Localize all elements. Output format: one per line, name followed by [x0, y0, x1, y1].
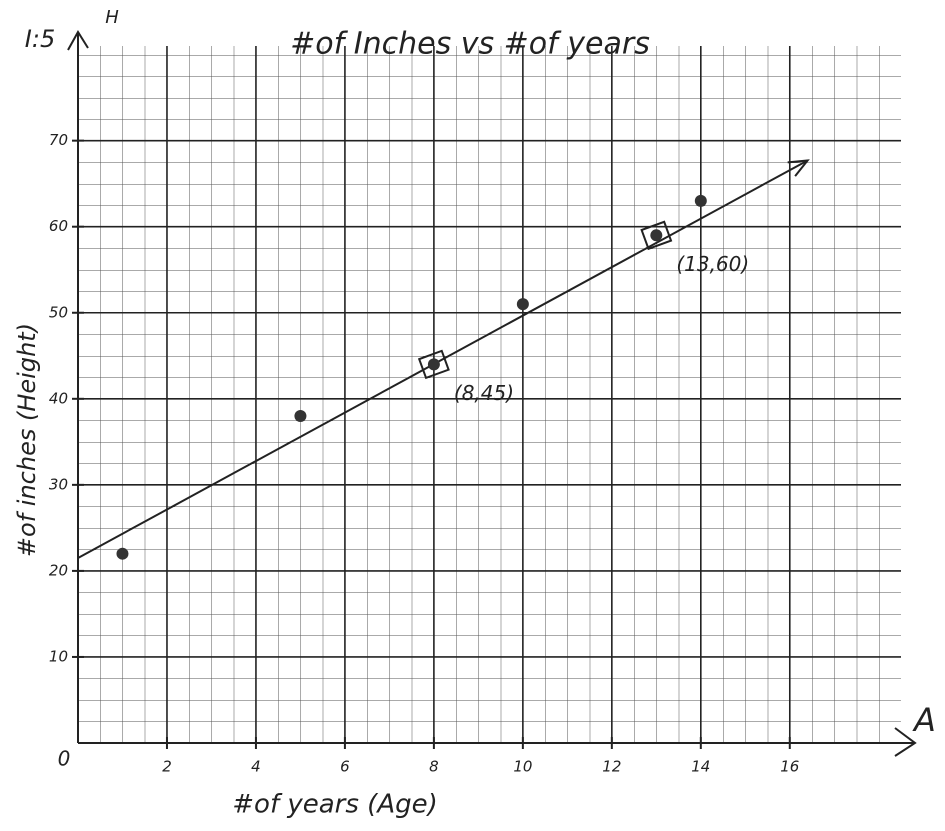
x-tick-label: 2: [162, 758, 172, 776]
y-tick-label: 60: [49, 217, 68, 235]
x-tick-label: 4: [251, 758, 261, 776]
y-tick-label: 30: [49, 475, 68, 493]
annotation: (8,45): [454, 381, 514, 405]
x-axis-letter: A: [912, 701, 936, 739]
x-tick-label: 8: [429, 758, 439, 776]
point: [428, 358, 440, 370]
x-axis-label: #of years (Age): [232, 790, 438, 820]
point: [116, 548, 128, 560]
chart: #of Inches vs #of years #of years (Age) …: [0, 0, 945, 831]
x-tick-label: 12: [602, 758, 621, 776]
y-tick-label: 70: [49, 131, 68, 149]
point: [294, 410, 306, 422]
y-tick-label: 20: [49, 561, 68, 579]
x-tick-label: 6: [340, 758, 350, 776]
y-tick-label: 40: [49, 389, 68, 407]
x-tick-label: 16: [780, 758, 799, 776]
scale-note: I:5: [25, 25, 55, 53]
x-tick-label: 14: [691, 758, 710, 776]
y-tick-label: 50: [49, 303, 68, 321]
y-axis-letter: H: [105, 7, 119, 28]
x-tick-label: 10: [513, 758, 532, 776]
y-tick-label: 10: [49, 647, 68, 665]
annotation: (13,60): [676, 252, 749, 276]
y-axis-label: #of inches (Height): [13, 323, 41, 557]
origin-label: 0: [58, 747, 71, 771]
point: [650, 229, 662, 241]
point: [695, 195, 707, 207]
point: [517, 298, 529, 310]
